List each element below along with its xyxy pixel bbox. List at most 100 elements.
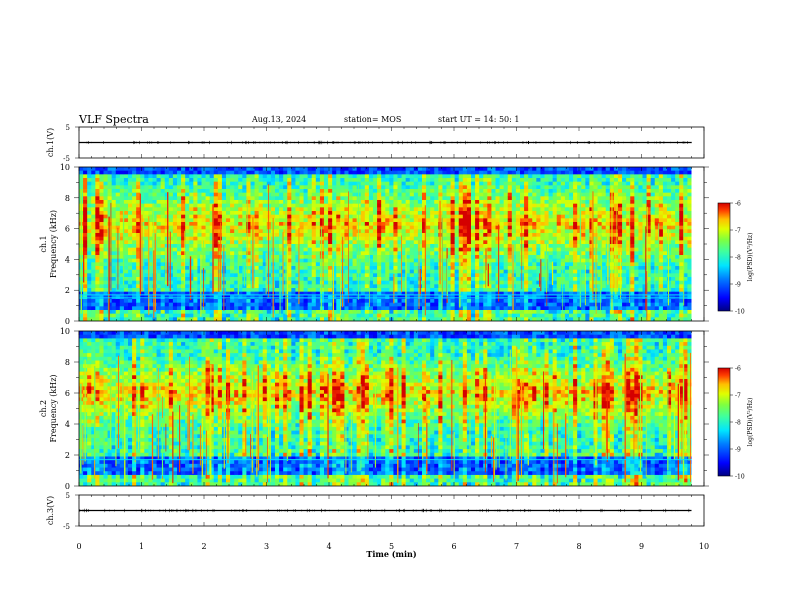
ch1-spectrogram-cell [246, 288, 251, 293]
ch1-spectrogram-cell [491, 200, 496, 205]
ch1-spectrogram-cell [242, 185, 247, 190]
ch1-spectrogram-cell [83, 236, 88, 241]
ch1-spectrogram-cell [503, 207, 509, 212]
ch1-spectrogram-cell [471, 200, 476, 205]
ch1-spectrogram-cell [213, 203, 219, 208]
ch1-spectrogram-cell [136, 196, 141, 201]
ch1-spectrogram-cell [160, 291, 166, 296]
ch1-spectrogram-cell [532, 185, 537, 190]
ch1-spectrogram-cell [360, 236, 366, 241]
ch1-spectrogram-cell [499, 306, 505, 311]
ch1-spectrogram-cell [487, 251, 492, 256]
ch1-spectrogram-cell [328, 291, 333, 296]
ch1-spectrogram-cell [295, 302, 300, 307]
ch1-spectrogram-cell [177, 251, 182, 256]
ch1-spectrogram-cell [299, 284, 304, 289]
ch1-spectrogram-cell [385, 251, 390, 256]
ch1-spectrogram-cell [471, 269, 476, 274]
ch1-spectrogram-cell [115, 192, 121, 197]
ch1-spectrogram-cell [328, 302, 333, 307]
ch1-spectrogram-cell [201, 310, 206, 315]
ch1-spectrogram-cell [107, 222, 113, 227]
ch1-spectrogram-cell [426, 313, 431, 318]
ch1-spectrogram-cell [258, 240, 264, 245]
ch1-spectrogram-cell [201, 211, 206, 216]
ch1-spectrogram-cell [132, 247, 137, 252]
ch1-spectrogram-cell [360, 233, 366, 238]
ch1-spectrogram-cell [454, 178, 460, 183]
ch1-spectrogram-cell [295, 262, 300, 267]
ch1-spectrogram-cell [128, 229, 133, 234]
ch1-spectrogram-cell [168, 302, 174, 307]
ch1-spectrogram-cell [532, 236, 537, 241]
ch1-spectrogram-cell [99, 218, 104, 223]
ch1-spectrogram-cell [132, 240, 137, 245]
ch1-spectrogram-cell [99, 181, 104, 186]
ch1-spectrogram-cell [242, 291, 247, 296]
ch1-spectrogram-cell [254, 225, 260, 230]
ch1-spectrogram-cell [413, 167, 419, 172]
ch1-spectrogram-cell [107, 295, 113, 300]
ch1-spectrogram-cell [532, 174, 537, 179]
ch1-spectrogram-cell [413, 291, 419, 296]
ch1-spectrogram-cell [177, 299, 182, 304]
ch1-spectrogram-cell [430, 247, 435, 252]
ch1-spectrogram-cell [475, 240, 480, 245]
ch1-spectrogram-cell [144, 178, 149, 183]
ch1-spectrogram-cell [377, 258, 382, 263]
ch1-spectrogram-cell [471, 310, 476, 315]
ch1-spectrogram-cell [446, 181, 451, 186]
ch1-spectrogram-cell [466, 196, 472, 201]
ch1-spectrogram-cell [99, 284, 104, 289]
ch1-spectrogram-cell [364, 313, 370, 318]
ch1-spectrogram-cell [185, 218, 190, 223]
ch1-spectrogram-cell [152, 214, 157, 219]
ch1-spectrogram-cell [389, 192, 394, 197]
ch1-spectrogram-cell [368, 233, 374, 238]
ch1-spectrogram-cell [491, 185, 496, 190]
ch1-spectrogram-cell [389, 174, 394, 179]
ch1-spectrogram-cell [266, 302, 272, 307]
ch1-spectrogram-cell [209, 299, 215, 304]
ch1-spectrogram-cell [446, 200, 451, 205]
ch1-spectrogram-cell [242, 207, 247, 212]
ch1-spectrogram-cell [238, 310, 243, 315]
ch1-spectrogram-cell [83, 251, 88, 256]
ch1-spectrogram-cell [454, 247, 460, 252]
ch1-spectrogram-cell [401, 189, 407, 194]
ch1-spectrogram-cell [205, 266, 211, 271]
ch1-spectrogram-cell [507, 192, 513, 197]
ch1-spectrogram-cell [172, 310, 178, 315]
ch1-spectrogram-cell [234, 255, 239, 260]
ch1-spectrogram-cell [462, 266, 468, 271]
ch1-spectrogram-cell [426, 280, 431, 285]
ch1-spectrogram-cell [324, 266, 329, 271]
ch1-spectrogram-cell [123, 181, 129, 186]
ch1-spectrogram-cell [123, 302, 129, 307]
ch1-spectrogram-cell [344, 317, 349, 321]
ch1-spectrogram-cell [499, 280, 505, 285]
ch1-spectrogram-cell [524, 211, 529, 216]
ch1-spectrogram-cell [503, 262, 509, 267]
ch1-spectrogram-cell [430, 170, 435, 175]
ch1-spectrogram-cell [385, 200, 390, 205]
ch1-spectrogram-cell [348, 277, 353, 282]
ch1-spectrogram-cell [499, 225, 505, 230]
ch1-spectrogram-cell [397, 174, 402, 179]
ch1-spectrogram-cell [266, 214, 272, 219]
ch1-spectrogram-cell [430, 262, 435, 267]
ch1-spectrogram-cell [442, 306, 447, 311]
ch1-spectrogram-cell [217, 240, 223, 245]
ch1-spectrogram-cell [491, 313, 496, 318]
ch1-spectrogram-cell [205, 299, 211, 304]
ch1-spectrogram-cell [360, 181, 366, 186]
ch1-spectrogram-cell [466, 266, 472, 271]
ch1-spectrogram-cell [401, 167, 407, 172]
ch1-spectrogram-cell [213, 178, 219, 183]
ch1-spectrogram-cell [507, 277, 513, 282]
ch1-spectrogram-cell [532, 313, 537, 318]
ch1-spectrogram-cell [434, 200, 439, 205]
ch1-spectrogram-cell [275, 255, 280, 260]
ch1-spectrogram-cell [213, 174, 219, 179]
ch1-spectrogram-cell [119, 200, 125, 205]
